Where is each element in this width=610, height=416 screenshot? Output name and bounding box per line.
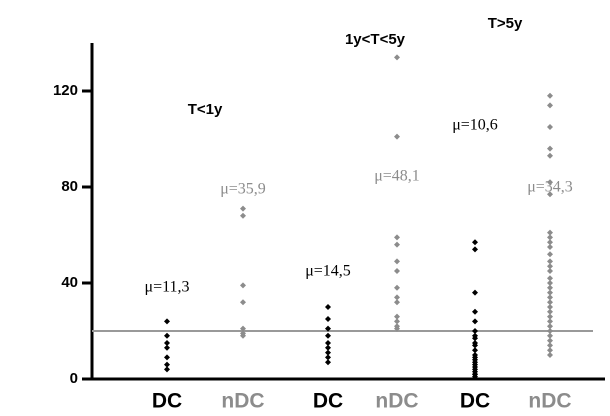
dot [547, 268, 553, 274]
dot [547, 342, 553, 349]
dot [240, 205, 246, 212]
dot [325, 354, 331, 361]
dot [547, 318, 553, 325]
x-tick-label: DC [460, 390, 490, 413]
group-label: T<1y [188, 101, 223, 118]
dot [394, 133, 400, 140]
dot [164, 366, 170, 373]
dot [394, 258, 400, 265]
dot [394, 54, 400, 61]
dot [394, 268, 400, 274]
dot [547, 284, 553, 291]
dot [547, 304, 553, 310]
dot [472, 289, 478, 296]
dot [325, 344, 331, 351]
dot [325, 316, 331, 322]
dot [240, 325, 246, 332]
y-tick-label: 40 [61, 274, 78, 291]
mean-label: μ=11,3 [144, 279, 189, 296]
dot [394, 294, 400, 301]
x-tick-label: nDC [375, 390, 418, 413]
dot [547, 275, 553, 282]
dot [240, 282, 246, 289]
dot [325, 359, 331, 366]
x-tick-label: DC [152, 390, 182, 413]
dot [547, 251, 553, 258]
dot [164, 361, 170, 368]
dot [547, 313, 553, 320]
dot [240, 332, 246, 339]
dot [472, 335, 478, 342]
dot [547, 332, 553, 339]
mean-label: μ=35,9 [220, 181, 266, 198]
y-tick-label: 80 [61, 178, 78, 195]
dot [472, 308, 478, 315]
dot [164, 340, 170, 346]
dot [325, 304, 331, 310]
dot [547, 352, 553, 358]
dot [547, 152, 553, 159]
dot [547, 258, 553, 265]
dot [547, 328, 553, 334]
dot [547, 92, 553, 99]
mean-label: μ=34,3 [527, 179, 573, 196]
dot [547, 299, 553, 306]
dot [547, 229, 553, 236]
dot [394, 325, 400, 332]
dot [164, 318, 170, 325]
dot [547, 289, 553, 296]
dot [547, 337, 553, 344]
dot [547, 294, 553, 301]
dot [325, 325, 331, 332]
dot [394, 241, 400, 248]
dot [547, 263, 553, 270]
dot [547, 308, 553, 315]
dot [547, 347, 553, 354]
dot [394, 284, 400, 291]
dot [394, 313, 400, 320]
dot [164, 344, 170, 351]
dot [547, 124, 553, 130]
dot [164, 332, 170, 339]
dot [472, 342, 478, 349]
dot [240, 299, 246, 306]
dot [394, 318, 400, 325]
dot [547, 145, 553, 152]
dot [547, 102, 553, 109]
dot [547, 239, 553, 246]
dot [547, 323, 553, 330]
dot [547, 179, 553, 186]
dot [394, 234, 400, 241]
dot [325, 340, 331, 346]
group-label: T>5y [488, 15, 523, 32]
dot [472, 318, 478, 325]
x-tick-label: DC [313, 390, 343, 413]
dot [547, 280, 553, 286]
x-tick-label: nDC [221, 390, 264, 413]
group-label: 1y<T<5y [345, 31, 406, 48]
dot [547, 234, 553, 241]
dot [472, 347, 478, 354]
dot [472, 246, 478, 253]
x-tick-label: nDC [528, 390, 571, 413]
dot [472, 373, 478, 380]
dot [394, 299, 400, 306]
dot [547, 244, 553, 250]
mean-label: μ=10,6 [452, 117, 498, 134]
dot [164, 354, 170, 361]
dot [547, 191, 553, 198]
y-tick-label: 120 [53, 82, 78, 99]
dot [472, 239, 478, 246]
mean-label: μ=14,5 [305, 263, 351, 280]
dot [325, 349, 331, 356]
y-tick-label: 0 [70, 370, 78, 387]
mean-label: μ=48,1 [374, 168, 420, 185]
dot [325, 332, 331, 339]
dot [472, 328, 478, 334]
dot [240, 212, 246, 219]
